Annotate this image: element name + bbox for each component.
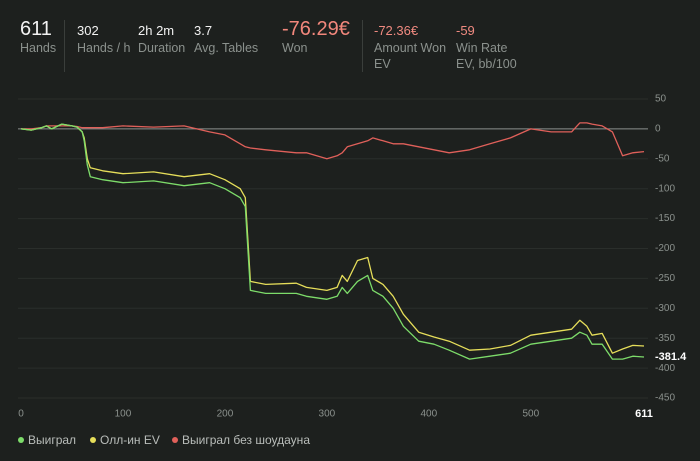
series-line	[21, 122, 645, 160]
stat-value: 3.7	[194, 23, 213, 38]
y-tick-label: 50	[655, 94, 667, 105]
legend-label: Выиграл без шоудауна	[182, 433, 310, 447]
stat-value: -59	[456, 23, 475, 38]
x-tick-label: 0	[18, 409, 24, 420]
legend-label: Выиграл	[28, 433, 77, 447]
x-end-label: 611	[635, 408, 653, 420]
y-tick-label: -400	[655, 363, 675, 374]
stat-value: 302	[77, 23, 99, 38]
x-tick-label: 500	[522, 409, 539, 420]
stat-label: Avg. Tables	[194, 41, 259, 55]
stat-value: 2h 2m	[138, 23, 175, 38]
legend-label: Олл-ин EV	[100, 433, 160, 447]
stat-value: -72.36€	[374, 23, 419, 38]
stat: 3.7 Avg. Tables	[194, 22, 264, 56]
y-tick-label: 0	[655, 124, 661, 135]
legend-item: Выиграл без шоудауна	[172, 433, 310, 447]
stat: -72.36€ Amount Won EV	[374, 22, 449, 72]
separator	[362, 20, 363, 72]
legend-marker	[18, 437, 24, 443]
legend-marker	[172, 437, 178, 443]
stat-label: Duration	[138, 41, 186, 55]
stat-value: 611	[20, 18, 52, 40]
legend-item: Олл-ин EV	[90, 433, 160, 447]
x-tick-label: 100	[115, 409, 132, 420]
y-tick-label: -100	[655, 183, 675, 194]
y-tick-label: -50	[655, 153, 670, 164]
stat-label: Win Rate EV, bb/100	[456, 41, 517, 71]
series-line	[20, 123, 645, 360]
x-tick-label: 300	[319, 409, 336, 420]
y-tick-label: -200	[655, 243, 675, 254]
y-tick-label: -350	[655, 333, 675, 344]
stat-label: Won	[282, 41, 308, 55]
y-tick-label: -250	[655, 273, 675, 284]
stat-value: -76.29€	[282, 18, 350, 40]
end-value-label: -381.4	[655, 351, 687, 363]
legend-item: Выиграл	[18, 433, 76, 447]
y-tick-label: -300	[655, 303, 675, 314]
legend-marker	[90, 437, 96, 443]
stat-label: Hands	[20, 41, 57, 55]
x-tick-label: 400	[421, 409, 438, 420]
stat-label: Hands / h	[77, 41, 131, 55]
y-tick-label: -150	[655, 213, 675, 224]
stat: -76.29€ Won	[282, 18, 362, 56]
stat: 302 Hands / h	[77, 22, 132, 56]
stat: -59 Win Rate EV, bb/100	[456, 22, 528, 72]
stat: 611 Hands	[20, 18, 70, 56]
stat: 2h 2m Duration	[138, 22, 193, 56]
stat-label: Amount Won EV	[374, 41, 447, 71]
separator	[64, 20, 65, 72]
y-tick-label: -450	[655, 393, 675, 404]
x-tick-label: 200	[217, 409, 234, 420]
